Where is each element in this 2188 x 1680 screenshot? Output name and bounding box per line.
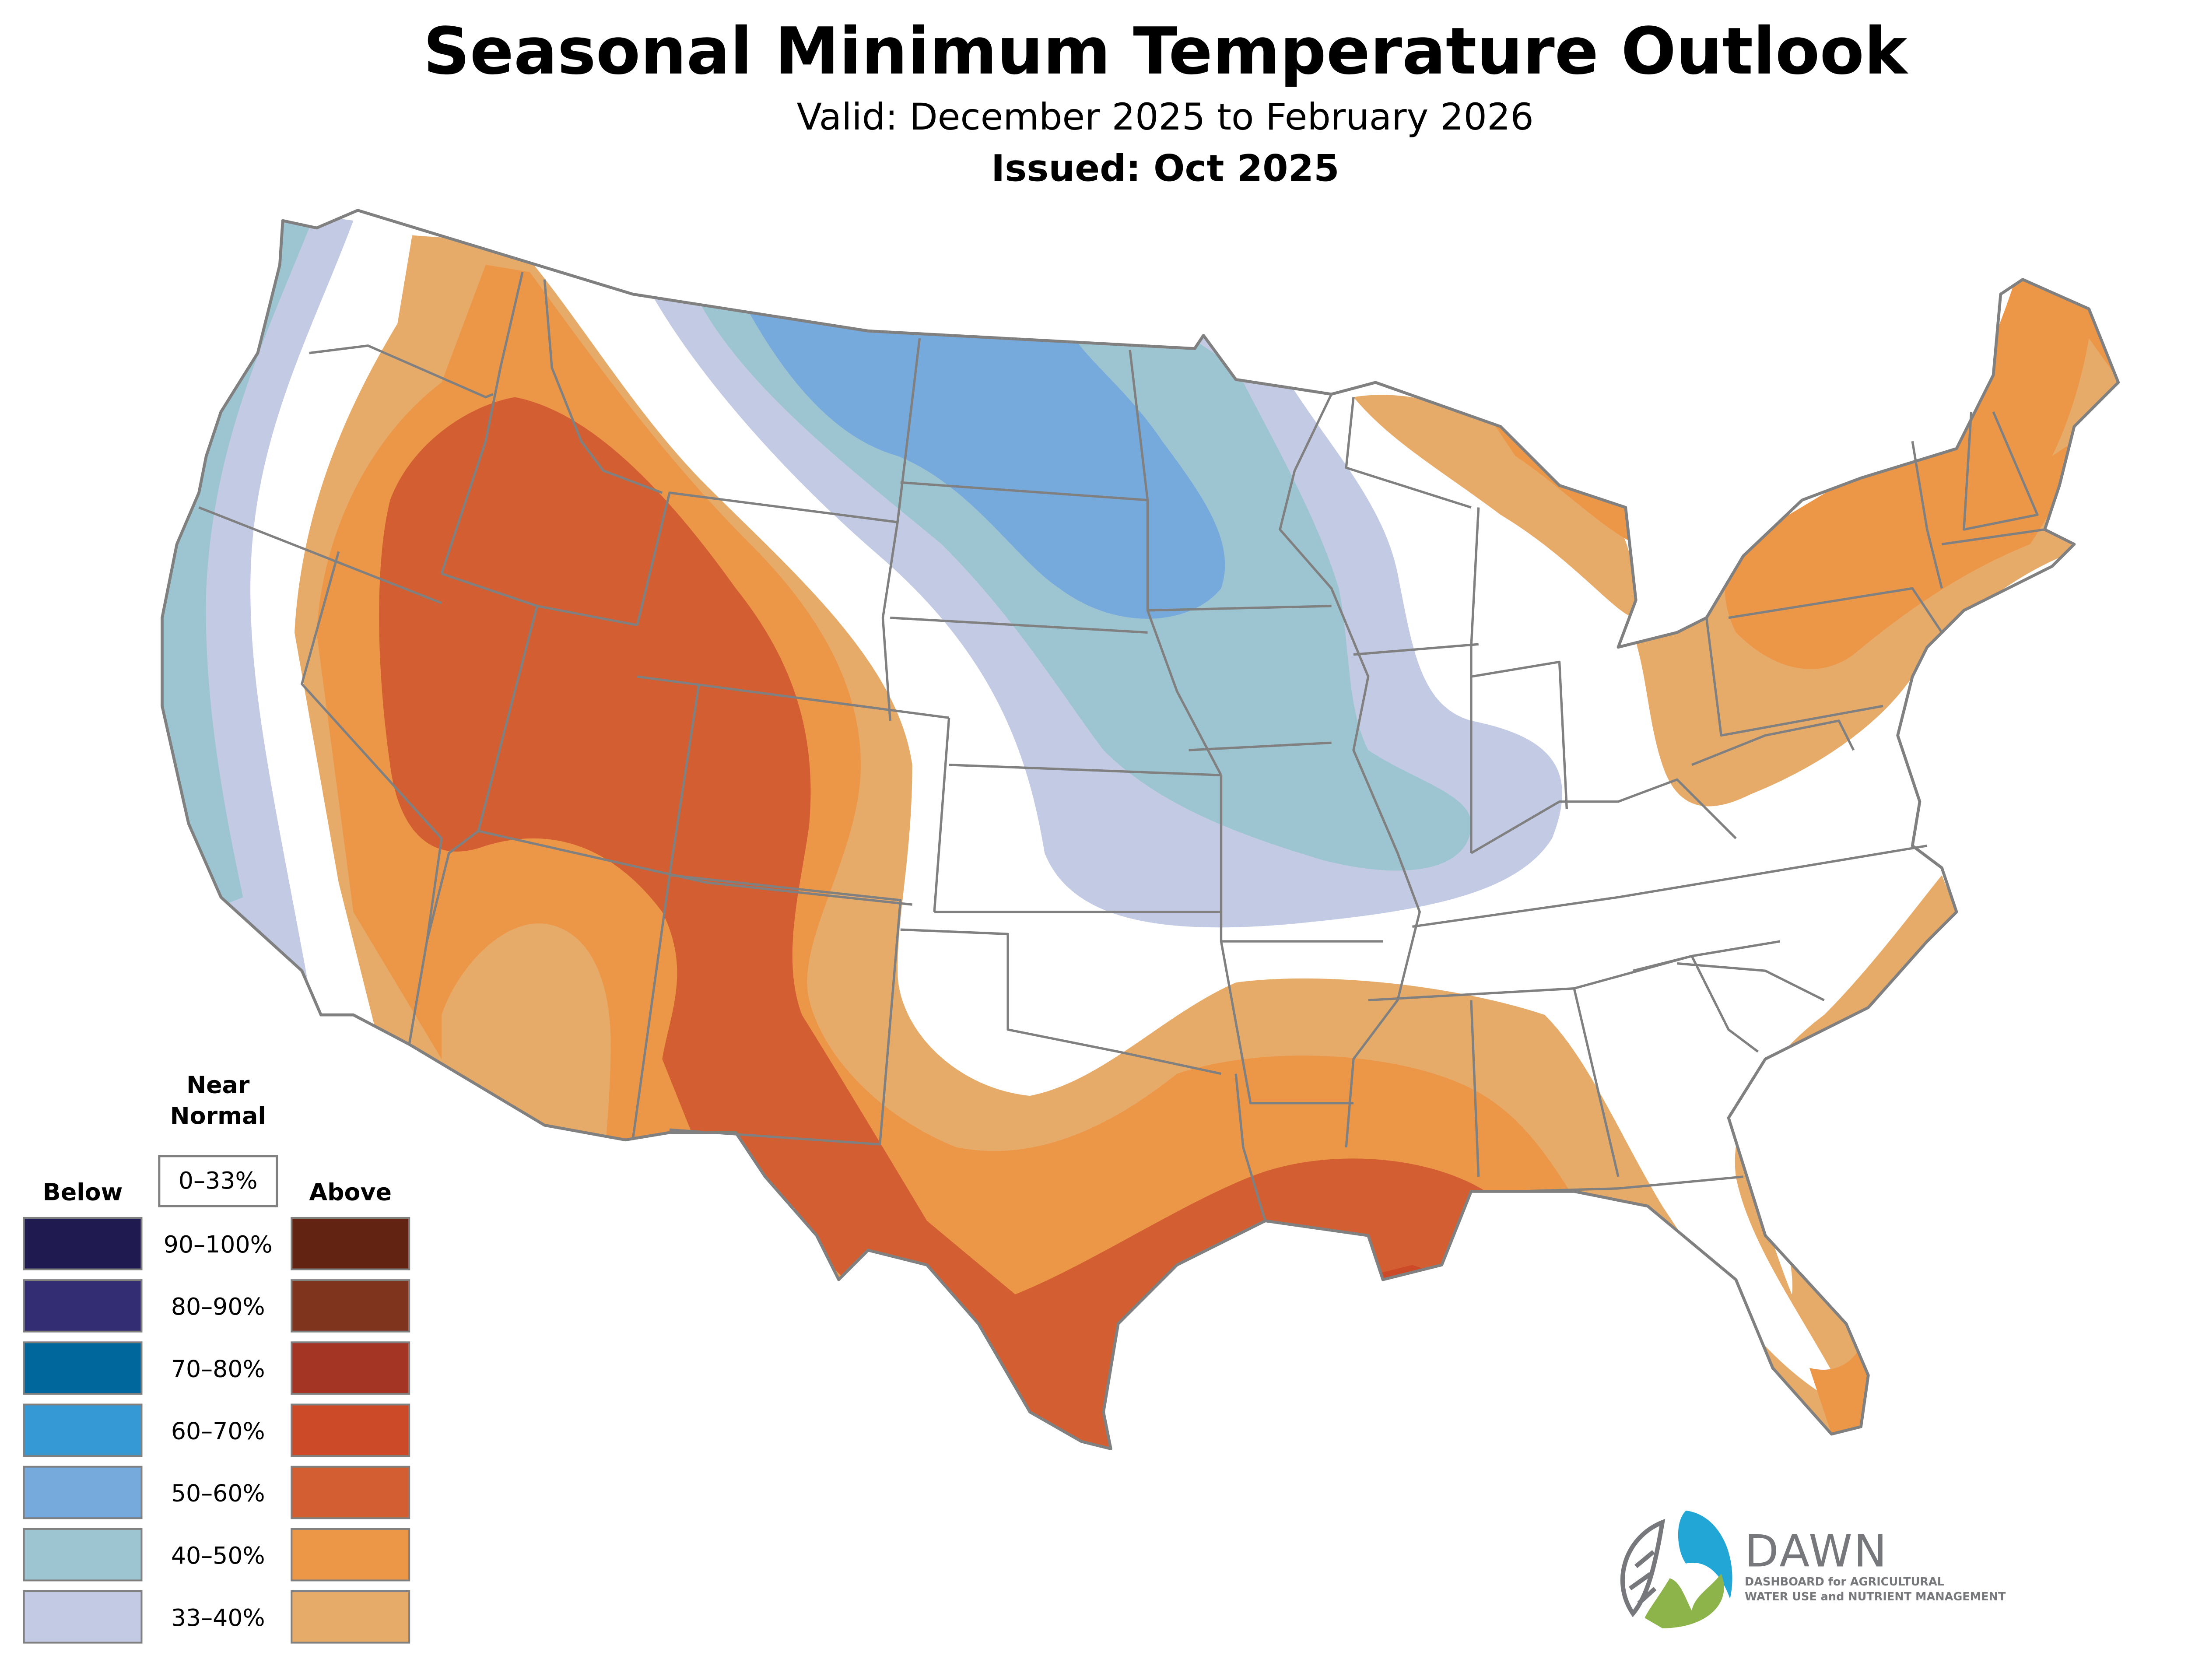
- shade-above-60-70-louisiana: [1353, 1265, 1457, 1302]
- border-id-mt: [543, 279, 663, 494]
- legend: Near Normal 0–33% Below Above 90–100% 80–…: [23, 1071, 410, 1644]
- border-ma-ct: [1942, 528, 2045, 546]
- legend-range-label: 90–100%: [164, 1231, 273, 1258]
- legend-below-title: Below: [43, 1178, 123, 1206]
- shade-above-33-40-maine-coast: [2052, 338, 2118, 456]
- border-id-west: [440, 272, 524, 574]
- legend-range-label: 33–40%: [171, 1604, 265, 1631]
- border-ca-nv: [301, 551, 443, 1045]
- legend-range-label: 60–70%: [171, 1417, 265, 1445]
- border-il-in: [1470, 507, 1480, 853]
- shade-above-40-50-northeast: [1725, 279, 2118, 669]
- legend-range-label: 70–80%: [171, 1355, 265, 1382]
- legend-swatch-above: [291, 1466, 410, 1519]
- issued-date: Issued: Oct 2025: [991, 147, 1339, 189]
- legend-swatch-below: [23, 1279, 143, 1333]
- border-mississippi-river: [1279, 393, 1421, 1147]
- border-nc-sc: [1677, 962, 1825, 1001]
- legend-row: 70–80%: [23, 1341, 410, 1395]
- logo-name: DAWN: [1745, 1526, 1888, 1577]
- border-ut-az-nm: [478, 830, 912, 906]
- border-ne-ks: [949, 764, 1221, 776]
- border-or-ca-nv: [198, 506, 442, 604]
- shade-above-33-40-northeast: [1353, 395, 1636, 618]
- legend-near-normal-range: 0–33%: [179, 1167, 258, 1194]
- border-sd-ne: [890, 616, 1148, 634]
- logo-tagline-1: DASHBOARD for AGRICULTURAL: [1745, 1575, 1944, 1589]
- page-title: Seasonal Minimum Temperature Outlook: [423, 14, 1909, 89]
- border-ok-tx: [900, 928, 1222, 1075]
- legend-swatch-above: [291, 1217, 410, 1270]
- border-oh-pa: [1705, 617, 1883, 737]
- logo-green-leaf-icon: [1645, 1574, 1724, 1628]
- legend-near-normal-box: [158, 1155, 278, 1207]
- border-la-tx: [1234, 1073, 1266, 1221]
- legend-swatch-above: [291, 1528, 410, 1582]
- border-ky-tn: [1412, 844, 1928, 928]
- legend-row: 90–100%: [23, 1217, 410, 1270]
- border-ga-sc: [1632, 955, 1759, 1053]
- legend-row: 80–90%: [23, 1279, 410, 1333]
- border-wi-il: [1353, 643, 1479, 656]
- legend-near-normal-title-2: Normal: [170, 1102, 266, 1129]
- legend-swatch-above: [291, 1341, 410, 1395]
- border-nv-ut-az: [425, 606, 539, 942]
- border-wi-mi: [1345, 397, 1472, 509]
- legend-range-label: 80–90%: [171, 1293, 265, 1320]
- border-ny-pa: [1728, 587, 1943, 633]
- border-ga-fl: [1515, 1175, 1743, 1193]
- state-borders: [161, 209, 2120, 1451]
- probability-shading: [162, 210, 2118, 1449]
- border-wy-co: [637, 675, 950, 719]
- legend-near-normal-title-1: Near: [186, 1071, 250, 1098]
- legend-above-title: Above: [309, 1178, 392, 1206]
- legend-swatch-below: [23, 1466, 143, 1519]
- legend-swatch-above: [291, 1403, 410, 1457]
- legend-row: 50–60%: [23, 1466, 410, 1519]
- border-ny-vt: [1911, 441, 1943, 589]
- legend-range-label: 40–50%: [171, 1542, 265, 1569]
- legend-row: 60–70%: [23, 1403, 410, 1457]
- legend-range-label: 50–60%: [171, 1480, 265, 1507]
- border-tn-south: [1368, 940, 1781, 1002]
- legend-rows: 90–100% 80–90% 70–80% 60–70% 50–60% 40–50% 33–…: [23, 1217, 410, 1644]
- legend-swatch-below: [23, 1590, 143, 1644]
- logo-tagline-2: WATER USE and NUTRIENT MANAGEMENT: [1745, 1590, 2006, 1603]
- border-co-east: [933, 718, 950, 912]
- legend-swatch-above: [291, 1590, 410, 1644]
- border-ut-co-wy: [636, 491, 898, 626]
- border-ia-mo: [1189, 741, 1332, 751]
- valid-period: Valid: December 2025 to February 2026: [797, 95, 1534, 138]
- border-in-oh: [1471, 660, 1568, 809]
- shade-below-50-60-plains: [743, 302, 1225, 619]
- logo-circuit-icon: [1620, 1519, 1666, 1617]
- border-wa-or: [309, 344, 494, 399]
- legend-swatch-above: [291, 1279, 410, 1333]
- legend-swatch-below: [23, 1217, 143, 1270]
- shade-above-33-40-southeast: [1735, 875, 1957, 1412]
- legend-swatch-below: [23, 1403, 143, 1457]
- border-al-ga: [1573, 988, 1620, 1177]
- dawn-logo: DAWN DASHBOARD for AGRICULTURAL WATER US…: [1612, 1509, 2006, 1628]
- shade-above-50-60-west: [379, 397, 1515, 1449]
- border-mt-dakotas: [881, 338, 921, 721]
- border-nm-tx: [669, 874, 902, 1146]
- border-wv-va: [1691, 719, 1855, 766]
- border-ky-north: [1470, 778, 1737, 854]
- legend-row: 40–50%: [23, 1528, 410, 1582]
- legend-row: 33–40%: [23, 1590, 410, 1644]
- border-ms-al: [1470, 1000, 1480, 1177]
- legend-swatch-below: [23, 1341, 143, 1395]
- border-mn-ia: [1147, 605, 1332, 612]
- us-outline: [161, 209, 2120, 1451]
- border-ar-la: [1220, 941, 1353, 1105]
- legend-swatch-below: [23, 1528, 143, 1582]
- border-nd-sd: [900, 481, 1148, 502]
- border-vt-nh-me: [1963, 411, 2039, 531]
